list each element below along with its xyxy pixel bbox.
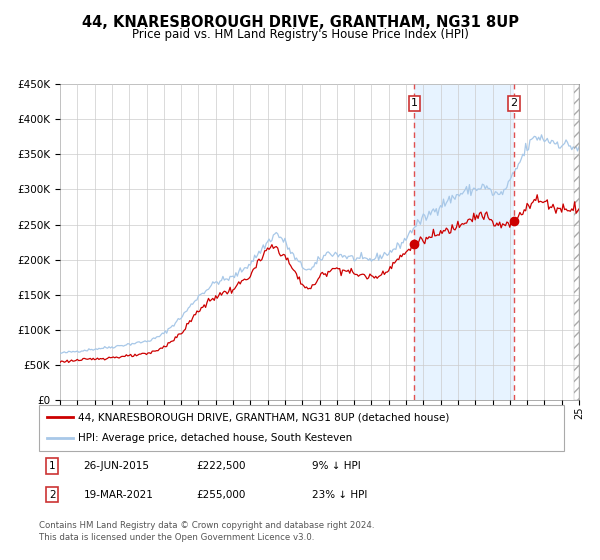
- Text: 23% ↓ HPI: 23% ↓ HPI: [312, 489, 367, 500]
- Text: £255,000: £255,000: [197, 489, 246, 500]
- Text: 2: 2: [510, 98, 517, 108]
- Text: Contains HM Land Registry data © Crown copyright and database right 2024.: Contains HM Land Registry data © Crown c…: [39, 521, 374, 530]
- Text: 44, KNARESBOROUGH DRIVE, GRANTHAM, NG31 8UP (detached house): 44, KNARESBOROUGH DRIVE, GRANTHAM, NG31 …: [79, 412, 450, 422]
- Text: 19-MAR-2021: 19-MAR-2021: [83, 489, 154, 500]
- Text: Price paid vs. HM Land Registry's House Price Index (HPI): Price paid vs. HM Land Registry's House …: [131, 28, 469, 41]
- Text: 26-JUN-2015: 26-JUN-2015: [83, 461, 149, 471]
- Text: 44, KNARESBOROUGH DRIVE, GRANTHAM, NG31 8UP: 44, KNARESBOROUGH DRIVE, GRANTHAM, NG31 …: [82, 15, 518, 30]
- Text: This data is licensed under the Open Government Licence v3.0.: This data is licensed under the Open Gov…: [39, 533, 314, 542]
- Text: 9% ↓ HPI: 9% ↓ HPI: [312, 461, 361, 471]
- Text: £222,500: £222,500: [197, 461, 246, 471]
- Bar: [415, 84, 514, 400]
- FancyBboxPatch shape: [39, 405, 564, 451]
- Text: HPI: Average price, detached house, South Kesteven: HPI: Average price, detached house, Sout…: [79, 433, 353, 444]
- Text: 2: 2: [49, 489, 55, 500]
- Text: 1: 1: [49, 461, 55, 471]
- Text: 1: 1: [411, 98, 418, 108]
